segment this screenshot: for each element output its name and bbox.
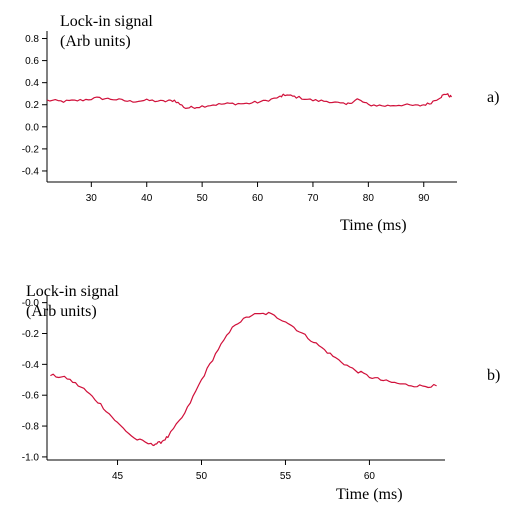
panel-a-ytick-label: 0.8 bbox=[25, 34, 39, 45]
panel-b-ytick-label: -1.0 bbox=[22, 452, 40, 463]
panel-a-signal-line bbox=[46, 93, 453, 109]
panel-b-ylabel-line2: (Arb units) bbox=[26, 303, 97, 320]
panel-a-ytick-label: 0.4 bbox=[25, 78, 39, 89]
panel-b-xtick-label: 45 bbox=[112, 471, 124, 482]
panel-b-ytick-label: -0.2 bbox=[22, 329, 40, 340]
panel-a-xlabel: Time (ms) bbox=[340, 217, 407, 234]
panel-a-ytick-label: 0.6 bbox=[25, 56, 39, 67]
panel-a-xtick-label: 30 bbox=[86, 193, 98, 204]
panel-a-label: a) bbox=[487, 89, 499, 106]
panel-a-ytick-label: -0.4 bbox=[22, 166, 40, 177]
panel-b-axes: -0.0 -0.2 -0.4 -0.6 -0.8 -1.0 45 50 55 60 bbox=[22, 296, 445, 482]
panel-b-ytick-label: -0.6 bbox=[22, 391, 40, 402]
panel-b-xtick-label: 60 bbox=[364, 471, 376, 482]
panel-a-xtick-label: 80 bbox=[363, 193, 375, 204]
panel-a-ytick-label: -0.2 bbox=[22, 144, 40, 155]
panel-a-xtick-label: 60 bbox=[252, 193, 264, 204]
panel-b-trace-group bbox=[50, 311, 437, 447]
panel-a: Lock-in signal (Arb units) Time (ms) a) … bbox=[22, 13, 500, 234]
panel-a-ylabel-line2: (Arb units) bbox=[60, 33, 131, 50]
panel-b-ytick-label: -0.0 bbox=[22, 298, 40, 309]
panel-a-axes: 0.8 0.6 0.4 0.2 0.0 -0.2 -0.4 30 40 50 60 70 80 90 bbox=[22, 31, 457, 204]
panel-b-ylabel-line1: Lock-in signal bbox=[26, 283, 119, 300]
panel-a-trace-group bbox=[46, 93, 453, 109]
panel-b-xtick-label: 55 bbox=[280, 471, 292, 482]
panel-a-ytick-label: 0.0 bbox=[25, 122, 39, 133]
panel-a-xtick-label: 70 bbox=[307, 193, 319, 204]
panel-b-signal-line bbox=[50, 311, 437, 447]
panel-b: Lock-in signal (Arb units) Time (ms) b) … bbox=[22, 283, 501, 503]
panel-b-ytick-label: -0.4 bbox=[22, 360, 40, 371]
panel-a-xtick-label: 40 bbox=[141, 193, 153, 204]
panel-b-ytick-label: -0.8 bbox=[22, 422, 40, 433]
panel-a-xtick-label: 50 bbox=[197, 193, 209, 204]
panel-a-ytick-label: 0.2 bbox=[25, 100, 39, 111]
panel-b-label: b) bbox=[487, 367, 500, 384]
panel-a-ylabel-line1: Lock-in signal bbox=[60, 13, 153, 30]
panel-b-xlabel: Time (ms) bbox=[336, 486, 403, 503]
panel-b-xtick-label: 50 bbox=[196, 471, 208, 482]
panel-a-xtick-label: 90 bbox=[418, 193, 430, 204]
